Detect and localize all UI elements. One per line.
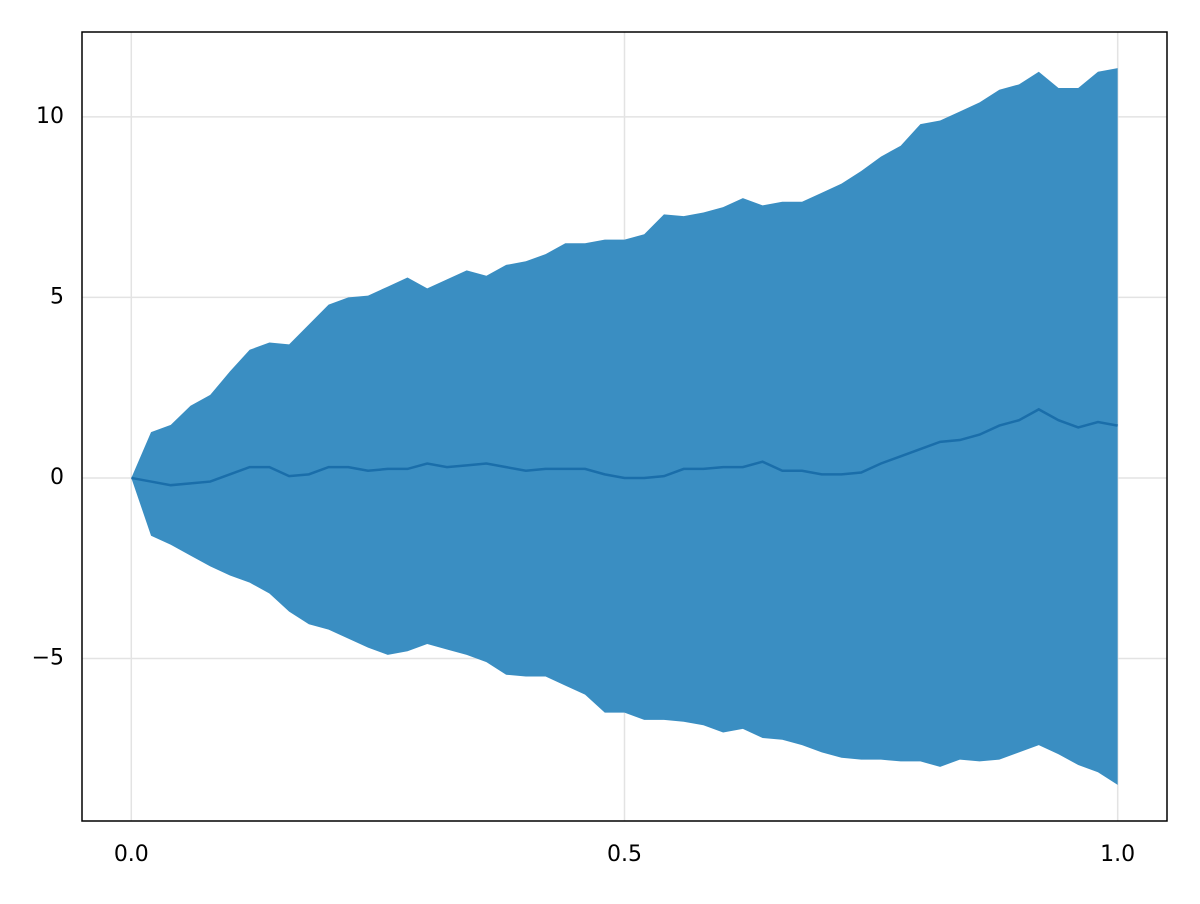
x-tick-label: 0.5 <box>607 842 642 867</box>
band <box>131 68 1118 785</box>
mean-line <box>131 407 1118 487</box>
y-tick-label: −5 <box>32 646 64 671</box>
x-tick-label: 0.0 <box>114 842 149 867</box>
y-tick-label: 0 <box>50 465 64 490</box>
y-tick-label: 10 <box>36 104 64 129</box>
x-tick-label: 1.0 <box>1100 842 1135 867</box>
axes-frame <box>81 31 1168 822</box>
plot-area <box>131 68 1118 785</box>
y-tick-label: 5 <box>50 284 64 309</box>
tick-labels: 0.0 0.5 1.0 −5 0 5 10 <box>32 104 1136 867</box>
